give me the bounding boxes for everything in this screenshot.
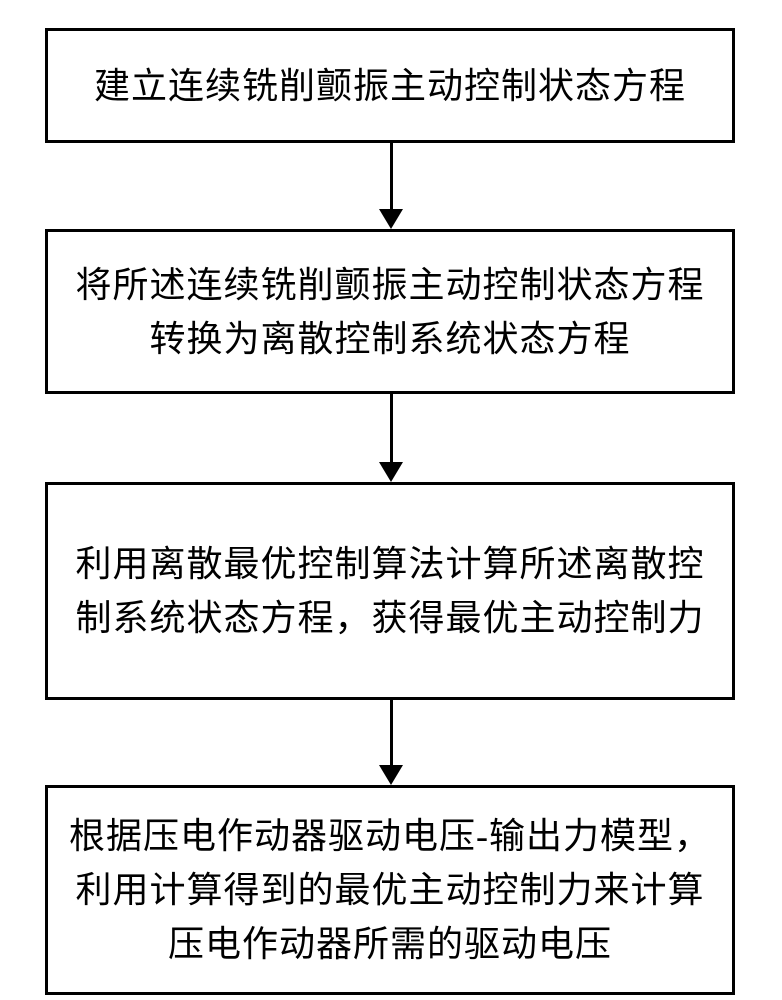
- flow-arrow-1: [379, 143, 403, 229]
- flow-step-1-text: 建立连续铣削颤振主动控制状态方程: [94, 59, 686, 113]
- flow-step-4: 根据压电作动器驱动电压-输出力模型，利用计算得到的最优主动控制力来计算压电作动器…: [45, 785, 735, 995]
- flow-arrow-2: [379, 394, 403, 482]
- flow-step-3-text: 利用离散最优控制算法计算所述离散控制系统状态方程，获得最优主动控制力: [68, 537, 712, 645]
- flow-step-4-text: 根据压电作动器驱动电压-输出力模型，利用计算得到的最优主动控制力来计算压电作动器…: [68, 809, 712, 971]
- flow-step-2: 将所述连续铣削颤振主动控制状态方程转换为离散控制系统状态方程: [45, 229, 735, 394]
- flow-step-1: 建立连续铣削颤振主动控制状态方程: [45, 28, 735, 143]
- flow-step-3: 利用离散最优控制算法计算所述离散控制系统状态方程，获得最优主动控制力: [45, 482, 735, 700]
- flow-step-2-text: 将所述连续铣削颤振主动控制状态方程转换为离散控制系统状态方程: [68, 258, 712, 366]
- flow-arrow-3: [379, 700, 403, 785]
